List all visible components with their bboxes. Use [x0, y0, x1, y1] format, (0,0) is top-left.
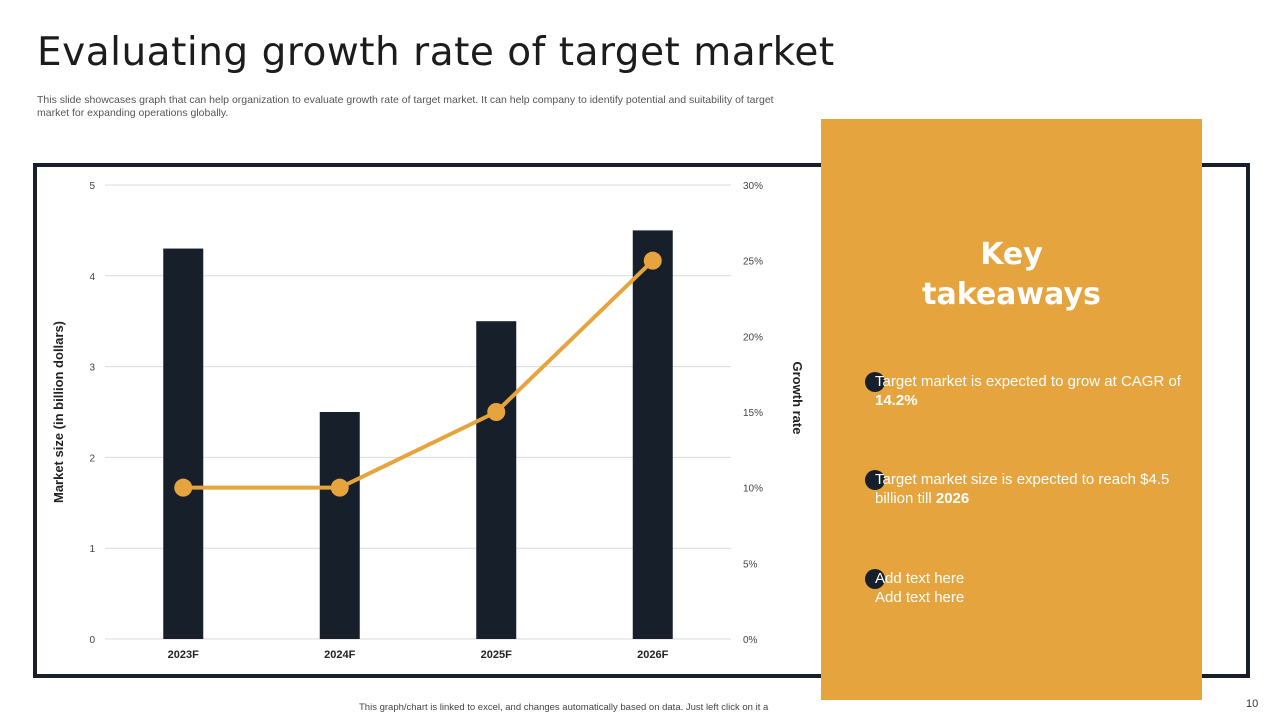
key-takeaways-title-line2: takeaways — [922, 277, 1101, 312]
y-tick-label: 3 — [89, 363, 95, 374]
growth-rate-point — [174, 478, 193, 497]
bar — [476, 321, 517, 639]
key-takeaways-title: Key takeaways — [821, 235, 1202, 315]
footer-note: This graph/chart is linked to excel, and… — [359, 702, 769, 713]
key-takeaways-panel: Key takeaways Target market is expected … — [821, 119, 1202, 700]
takeaway-highlight: 2026 — [935, 490, 970, 507]
y-axis-title: Market size (in billion dollars) — [51, 321, 66, 503]
growth-rate-point — [643, 251, 662, 270]
x-tick-label: 2023F — [168, 649, 199, 661]
growth-rate-line — [183, 259, 655, 490]
y-tick-label: 0 — [89, 635, 95, 646]
takeaway-item: Add text here Add text here — [865, 569, 975, 607]
y2-axis-title: Growth rate — [790, 362, 805, 435]
y2-tick-label: 20% — [743, 332, 763, 343]
page-title: Evaluating growth rate of target market — [37, 30, 835, 75]
takeaway-text: Target market size is expected to reach … — [875, 471, 1170, 507]
page-number: 10 — [1246, 698, 1259, 710]
bullet-icon — [865, 372, 885, 392]
growth-rate-point — [487, 403, 506, 421]
y-tick-label: 5 — [89, 181, 95, 192]
x-tick-label: 2024F — [324, 649, 355, 661]
combo-chart[interactable]: 0 1 2 3 4 5 0% 5% 10% 15% 20% 25% 30% 2023F 2024F 2025F… — [37, 167, 1246, 674]
x-tick-label: 2025F — [481, 649, 512, 661]
takeaway-text: Target market is expected to grow at CAG… — [875, 373, 1181, 390]
y2-tick-label: 5% — [743, 559, 758, 570]
y-tick-label: 4 — [89, 272, 95, 283]
bullet-icon — [865, 470, 885, 490]
y2-tick-label: 0% — [743, 635, 758, 646]
y2-tick-label: 15% — [743, 408, 763, 419]
page-subtitle: This slide showcases graph that can help… — [37, 94, 774, 119]
key-takeaways-title-line1: Key — [980, 237, 1043, 272]
takeaway-item: Target market is expected to grow at CAG… — [865, 372, 1185, 410]
x-tick-label: 2026F — [637, 649, 668, 661]
takeaway-highlight: 14.2% — [875, 392, 918, 409]
bar — [163, 248, 204, 639]
growth-rate-point — [330, 478, 349, 497]
y2-tick-label: 10% — [743, 484, 763, 495]
y2-tick-label: 25% — [743, 257, 763, 268]
takeaway-text: Add text here Add text here — [875, 570, 965, 606]
bullet-icon — [865, 569, 885, 589]
y2-tick-label: 30% — [743, 181, 763, 192]
y-tick-label: 2 — [89, 453, 95, 464]
bar — [632, 230, 673, 639]
bar — [319, 412, 360, 639]
y-tick-label: 1 — [89, 544, 95, 555]
takeaway-item: Target market size is expected to reach … — [865, 470, 1185, 508]
